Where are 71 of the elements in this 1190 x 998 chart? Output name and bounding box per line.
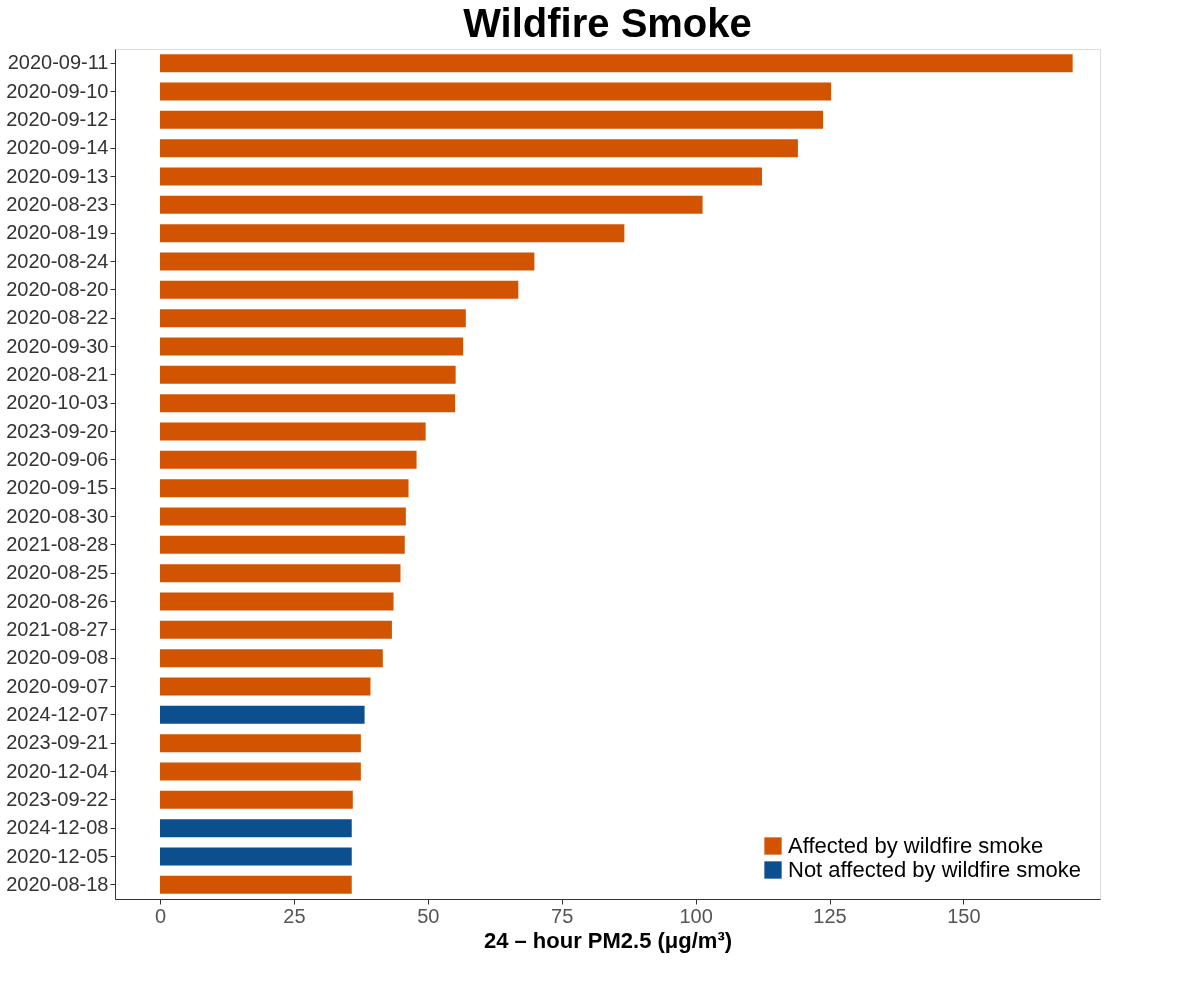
x-tick-label: 150 [947,904,981,927]
bar [159,365,456,384]
x-tick-label: 50 [417,904,440,927]
bar [159,507,406,526]
y-tick-label: 2020-08-23 [6,192,109,215]
y-tick-label: 2020-10-03 [6,391,109,414]
bar [159,167,763,186]
y-tick-label: 2020-09-13 [6,164,109,187]
bar [159,762,361,781]
x-tick-label: 25 [283,904,306,927]
bar [159,280,519,299]
bar [159,110,824,129]
bar [159,819,352,838]
bar [159,677,371,696]
bar [159,734,361,753]
y-tick-label: 2020-08-18 [6,872,109,895]
x-tick-label: 0 [154,904,167,927]
y-tick-label: 2020-09-10 [6,79,109,102]
y-tick-label: 2020-09-12 [6,107,109,130]
y-tick-label: 2021-08-27 [6,617,109,640]
chart-title: Wildfire Smoke [463,1,752,45]
y-tick-label: 2020-09-07 [6,674,109,697]
bar [159,224,625,243]
y-tick-label: 2023-09-20 [6,419,109,442]
x-tick-label: 100 [679,904,713,927]
bar [159,847,352,866]
x-tick-label: 125 [813,904,847,927]
y-tick-label: 2020-08-21 [6,362,109,385]
y-tick-label: 2021-08-28 [6,532,109,555]
bar [159,592,394,611]
bar [159,705,365,724]
bar [159,252,535,271]
y-tick-label: 2020-08-24 [6,249,109,272]
y-tick-label: 2020-09-06 [6,447,109,470]
y-tick-label: 2020-08-26 [6,589,109,612]
legend-label: Affected by wildfire smoke [788,833,1044,858]
x-tick-label: 75 [551,904,574,927]
bar [159,54,1073,73]
bar [159,649,383,668]
bar [159,875,352,894]
bar [159,450,417,469]
y-tick-label: 2023-09-22 [6,787,109,810]
y-tick-label: 2020-09-15 [6,476,109,499]
bar [159,82,832,101]
bar [159,337,464,356]
x-axis-title: 24 – hour PM2.5 (μg/m³) [483,927,733,953]
y-tick-label: 2020-12-05 [6,844,109,867]
bar [159,309,466,328]
y-tick-label: 2020-08-20 [6,277,109,300]
bar [159,620,392,639]
y-tick-label: 2023-09-21 [6,731,109,754]
y-tick-label: 2020-09-14 [6,136,109,159]
y-tick-label: 2020-08-25 [6,561,109,584]
y-tick-label: 2020-12-04 [6,759,109,782]
bar [159,422,426,441]
y-tick-label: 2020-09-08 [6,646,109,669]
bar [159,790,353,809]
y-tick-label: 2020-08-22 [6,306,109,329]
bar [159,564,401,583]
y-tick-label: 2020-09-11 [7,51,109,74]
legend-label: Not affected by wildfire smoke [788,857,1082,882]
y-tick-label: 2020-09-30 [6,334,109,357]
bar [159,195,703,214]
bar [159,394,456,413]
y-tick-label: 2020-08-30 [6,504,109,527]
bar [159,139,798,158]
bar [159,535,405,554]
y-tick-label: 2024-12-07 [6,702,109,725]
bar [159,479,409,498]
y-tick-label: 2024-12-08 [6,816,109,839]
y-tick-label: 2020-08-19 [6,221,109,244]
